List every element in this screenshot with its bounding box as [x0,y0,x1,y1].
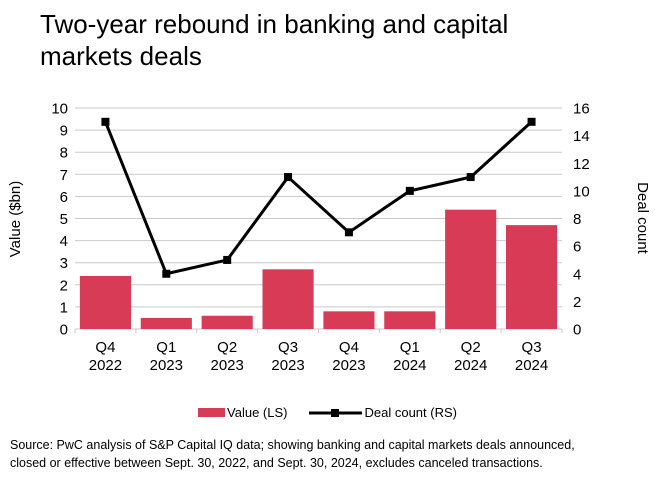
x-axis-label-year: 2023 [271,357,304,374]
source-note-line1: Source: PwC analysis of S&P Capital IQ d… [10,438,575,452]
x-axis-label-quarter: Q4 [95,339,115,356]
x-axis-label-year: 2023 [150,357,183,374]
x-axis-label-year: 2023 [332,357,365,374]
chart-title-line2: markets deals [40,41,202,71]
x-axis-label-quarter: Q2 [461,339,481,356]
left-axis-tick-label: 6 [60,189,68,206]
x-axis-label-year: 2024 [393,357,426,374]
left-axis-tick-label: 7 [60,167,68,184]
bar-q1-2024 [384,311,436,329]
x-axis-label-quarter: Q3 [522,339,542,356]
left-axis-tick-label: 0 [60,322,68,339]
line-marker-q3-2023 [284,173,293,182]
x-axis-label-year: 2023 [211,357,244,374]
left-axis-tick-label: 3 [60,255,68,272]
right-axis-title: Deal count [634,182,651,255]
line-marker-q3-2024 [527,117,536,126]
right-axis-tick-label: 14 [573,128,590,145]
bar-q3-2024 [505,225,558,329]
line-marker-q1-2024 [405,186,414,195]
left-axis-tick-label: 9 [60,123,68,140]
left-axis-title: Value ($bn) [7,181,24,257]
right-axis-tick-label: 0 [573,322,581,339]
source-note-line2: closed or effective between Sept. 30, 20… [10,456,543,470]
left-axis-tick-label: 5 [60,211,68,228]
x-axis-label-quarter: Q4 [339,339,359,356]
deal-count-line [104,120,533,276]
bar-q1-2023 [140,317,192,329]
legend: Value (LS) Deal count (RS) [0,405,655,420]
line-marker-q2-2023 [223,255,232,264]
line-marker-q4-2023 [344,228,353,237]
left-axis-tick-label: 2 [60,277,68,294]
chart-title: Two-year rebound in banking and capital … [40,8,508,72]
legend-item-value: Value (LS) [198,405,287,420]
bar-q2-2023 [201,315,253,329]
legend-value-swatch-icon [198,408,226,417]
x-axis-label-quarter: Q2 [217,339,237,356]
source-note: Source: PwC analysis of S&P Capital IQ d… [10,436,650,472]
x-axis-label-year: 2022 [89,357,122,374]
left-axis-tick-label: 1 [60,299,68,316]
line-marker-q4-2022 [101,117,110,126]
x-axis-label-quarter: Q3 [278,339,298,356]
right-axis-tick-label: 16 [573,101,590,118]
bar-q4-2022 [79,275,132,329]
line-marker-q2-2024 [466,173,475,182]
x-axis-label-year: 2024 [454,357,487,374]
legend-value-label: Value (LS) [227,405,288,420]
bar-q3-2023 [262,269,314,329]
line-marker-q1-2023 [162,269,171,278]
legend-deal-count-label: Deal count (RS) [364,405,457,420]
left-axis-tick-label: 4 [60,233,68,250]
right-axis-tick-label: 6 [573,239,581,256]
bar-q4-2023 [323,311,375,329]
chart-title-line1: Two-year rebound in banking and capital [40,9,509,39]
left-axis-tick-label: 10 [51,101,68,118]
right-axis-tick-label: 4 [573,266,581,283]
left-axis-tick-label: 8 [60,145,68,162]
right-axis-tick-label: 2 [573,294,581,311]
right-axis-tick-label: 10 [573,183,590,200]
x-axis-label-quarter: Q1 [156,339,176,356]
right-axis-tick-label: 8 [573,211,581,228]
legend-line-marker-icon [309,408,363,417]
right-axis-tick-label: 12 [573,156,590,173]
x-axis-label-year: 2024 [515,357,548,374]
x-axis-label-quarter: Q1 [400,339,420,356]
bar-q2-2024 [445,209,497,329]
legend-item-deal-count: Deal count (RS) [309,405,457,420]
